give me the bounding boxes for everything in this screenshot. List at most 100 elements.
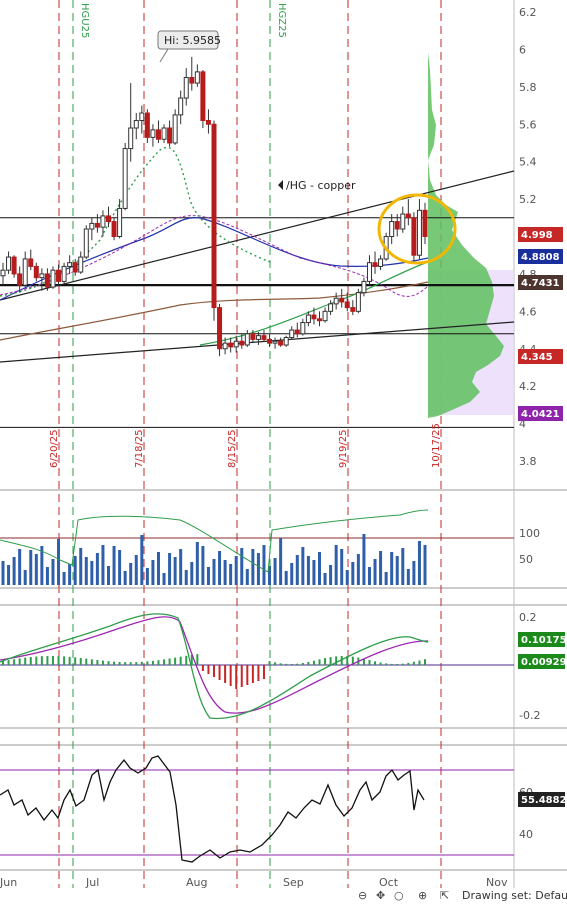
candle-body: [144, 112, 150, 138]
cursor-icon[interactable]: ⇱: [440, 889, 450, 902]
volume-bar: [212, 559, 216, 585]
date-label: 7/18/25: [134, 429, 145, 468]
target-icon[interactable]: ⊕: [418, 889, 428, 902]
candle-body: [161, 127, 167, 140]
volume-bar: [68, 564, 72, 585]
macd-bar: [251, 665, 254, 683]
macd-bar: [424, 659, 426, 665]
candle-body: [394, 221, 400, 230]
crosshair-icon[interactable]: ✥: [376, 889, 386, 902]
volume-bar: [95, 553, 99, 585]
candle-body: [44, 273, 50, 288]
macd-bar: [85, 658, 88, 665]
volume-bar: [151, 560, 155, 585]
volume-bar: [367, 567, 371, 585]
macd-bar: [74, 657, 77, 665]
price-badge-label: 4.0421: [521, 409, 560, 420]
price-tick: 4.6: [519, 305, 537, 318]
candle-body: [67, 262, 73, 267]
volume-bar: [57, 539, 61, 585]
candle-body: [400, 213, 406, 230]
candle-body: [411, 217, 417, 256]
volume-bar: [323, 573, 327, 585]
macd-bar: [257, 665, 260, 681]
candle-body: [328, 303, 334, 312]
macd-bar: [124, 662, 127, 665]
price-badge: [518, 406, 563, 421]
volume-bar: [140, 535, 144, 585]
candle-body: [211, 123, 217, 309]
time-axis: Jun Jul Aug Sep Oct Nov: [0, 876, 508, 889]
volume-bar: [345, 570, 349, 585]
macd-bar: [418, 660, 421, 665]
macd-bar: [346, 656, 349, 665]
candle-body: [150, 129, 156, 138]
candle-body: [39, 273, 45, 279]
price-tick: 6.2: [519, 6, 537, 19]
macd-bar: [2, 661, 4, 665]
chart-footer: ⊖ ✥ ○ ⊕ ⇱ Drawing set: Default: [0, 888, 567, 904]
macd-bar: [340, 656, 343, 665]
macd-bar: [13, 659, 16, 665]
candle-body: [22, 258, 28, 286]
circle-icon[interactable]: ○: [394, 889, 404, 902]
candle-body: [317, 318, 322, 322]
minus-icon[interactable]: ⊖: [358, 889, 368, 902]
volume-bar: [145, 568, 149, 585]
symbol-annotation: /HG - copper: [278, 179, 356, 192]
price-badge-label: 4.8808: [521, 252, 560, 263]
candle-body: [172, 114, 178, 144]
volume-bar: [423, 545, 427, 585]
macd-bar: [224, 665, 227, 683]
volume-bar: [312, 560, 316, 585]
macd-bar: [412, 661, 415, 665]
volume-bar: [334, 545, 338, 585]
volume-bar: [362, 534, 366, 585]
month-label: Jun: [0, 876, 17, 889]
candle-body: [244, 333, 250, 346]
candle-body: [178, 97, 184, 116]
macd-bar: [207, 665, 210, 674]
drawing-set-label[interactable]: Drawing set: Default: [462, 889, 567, 902]
volume-bar: [412, 561, 416, 585]
macd-bar: [279, 663, 282, 665]
volume-bar: [179, 549, 183, 585]
candle-body: [28, 258, 34, 267]
volume-bar: [162, 573, 166, 585]
price-badge-label: 4.7431: [521, 278, 560, 289]
macd-bar: [163, 659, 166, 665]
macd-bar: [290, 663, 293, 665]
contract-label-hgu25: HGU25: [79, 3, 90, 38]
date-label: 9/19/25: [338, 429, 349, 468]
volume-bar: [90, 561, 94, 585]
macd-line: [0, 613, 429, 720]
candle-body: [89, 222, 95, 230]
macd-panel: 0.2 0 -0.2 0.10175 0.00929: [0, 611, 567, 722]
moving-average-brown: [0, 281, 429, 341]
contract-label-hgz25: HGZ25: [276, 3, 287, 38]
candle-body: [261, 335, 267, 340]
rsi-badge-label: 55.4882: [521, 795, 567, 806]
price-tick: 4.2: [519, 380, 537, 393]
candle-body: [0, 269, 6, 277]
price-tick: 5.2: [519, 193, 537, 206]
macd-badge: [518, 632, 565, 647]
candle-body: [267, 338, 273, 344]
volume-bar: [256, 553, 260, 585]
candle-body: [350, 307, 356, 312]
macd-histogram: [2, 654, 426, 689]
macd-bar: [18, 658, 21, 665]
volume-bar: [306, 556, 310, 585]
macd-bar: [57, 656, 60, 665]
macd-bar: [229, 665, 232, 686]
candle-body: [278, 340, 284, 346]
macd-bar: [129, 662, 132, 665]
volume-bar: [301, 547, 305, 585]
macd-tick: -0.2: [519, 709, 540, 722]
macd-bar: [301, 663, 304, 665]
rsi-badge: [518, 792, 565, 807]
macd-signal-line: [0, 616, 429, 714]
macd-bar: [24, 657, 27, 665]
volume-bar: [379, 551, 383, 585]
